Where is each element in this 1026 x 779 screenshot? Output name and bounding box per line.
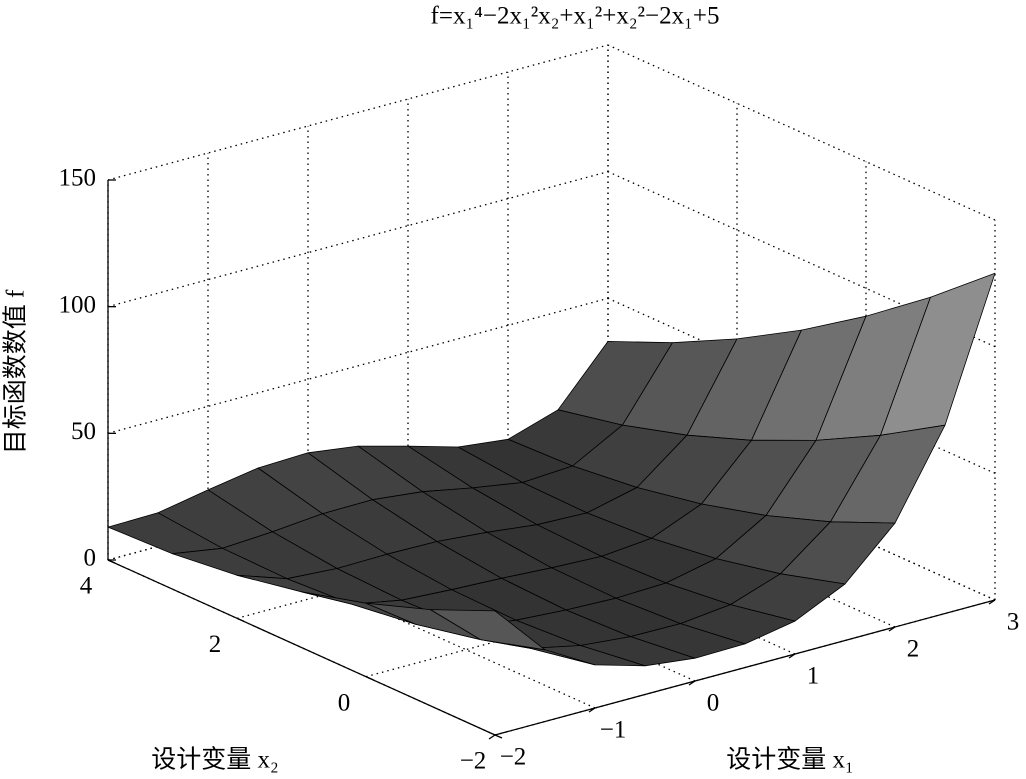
y-tick: [236, 617, 245, 622]
z-tick-label: 150: [59, 165, 97, 192]
x-axis: [494, 599, 996, 736]
z-axis-label: 目标函数数值 f: [2, 289, 30, 454]
x-tick-label: 3: [1007, 609, 1020, 636]
surface: [107, 272, 996, 667]
surface-patch: [430, 609, 546, 651]
grid-line: [607, 44, 996, 221]
x-tick: [888, 626, 896, 632]
grid-line: [107, 44, 609, 181]
grid-line: [107, 171, 609, 308]
z-tick-label: 0: [84, 545, 97, 572]
x-tick: [688, 680, 696, 686]
x-tick: [988, 599, 996, 605]
y-axis-label: 设计变量 x₂: [151, 746, 278, 774]
x-tick-label: 1: [807, 663, 820, 690]
x-tick: [788, 653, 796, 659]
y-tick-label: 4: [80, 573, 93, 600]
z-tick-label: 100: [59, 291, 97, 318]
x-tick-label: −1: [600, 717, 627, 744]
chart-title: f=x₁⁴−2x₁²x₂+x₁²+x₂²−2x₁+5: [431, 3, 720, 30]
y-tick: [365, 676, 374, 681]
y-tick: [494, 734, 503, 739]
x-tick: [588, 707, 596, 713]
y-tick-label: −2: [460, 748, 487, 775]
grid-line: [107, 297, 609, 434]
x-tick-label: −2: [500, 744, 527, 771]
y-axis: [107, 559, 496, 736]
x-tick-label: 2: [907, 636, 920, 663]
x-tick-label: 0: [707, 690, 720, 717]
y-tick-label: 0: [338, 689, 351, 716]
z-tick-label: 50: [71, 418, 96, 445]
x-axis-label: 设计变量 x₁: [726, 746, 853, 774]
x-tick: [488, 734, 496, 740]
y-tick-label: 2: [209, 631, 222, 658]
